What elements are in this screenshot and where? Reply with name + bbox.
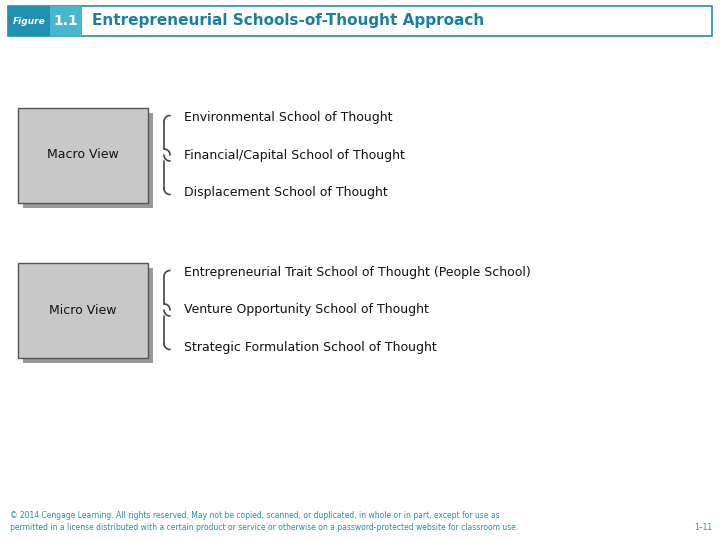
Bar	[18, 262, 148, 357]
Bar	[8, 6, 712, 36]
Bar	[18, 107, 148, 202]
Bar	[23, 112, 153, 207]
Text: Venture Opportunity School of Thought: Venture Opportunity School of Thought	[184, 303, 429, 316]
Text: Entrepreneurial Trait School of Thought (People School): Entrepreneurial Trait School of Thought …	[184, 266, 531, 279]
Text: Micro View: Micro View	[49, 303, 117, 316]
Text: Entrepreneurial Schools-of-Thought Approach: Entrepreneurial Schools-of-Thought Appro…	[92, 14, 485, 29]
Text: © 2014 Cengage Learning. All rights reserved. May not be copied, scanned, or dup: © 2014 Cengage Learning. All rights rese…	[10, 510, 518, 532]
Text: Financial/Capital School of Thought: Financial/Capital School of Thought	[184, 148, 405, 161]
Text: 1–11: 1–11	[694, 523, 712, 532]
Text: Environmental School of Thought: Environmental School of Thought	[184, 111, 392, 124]
Text: Displacement School of Thought: Displacement School of Thought	[184, 186, 388, 199]
Bar	[50, 6, 82, 36]
Text: Strategic Formulation School of Thought: Strategic Formulation School of Thought	[184, 341, 437, 354]
Text: Figure: Figure	[13, 17, 45, 25]
Text: Macro View: Macro View	[47, 148, 119, 161]
Text: 1.1: 1.1	[53, 14, 78, 28]
Bar	[23, 267, 153, 362]
Bar	[8, 6, 50, 36]
